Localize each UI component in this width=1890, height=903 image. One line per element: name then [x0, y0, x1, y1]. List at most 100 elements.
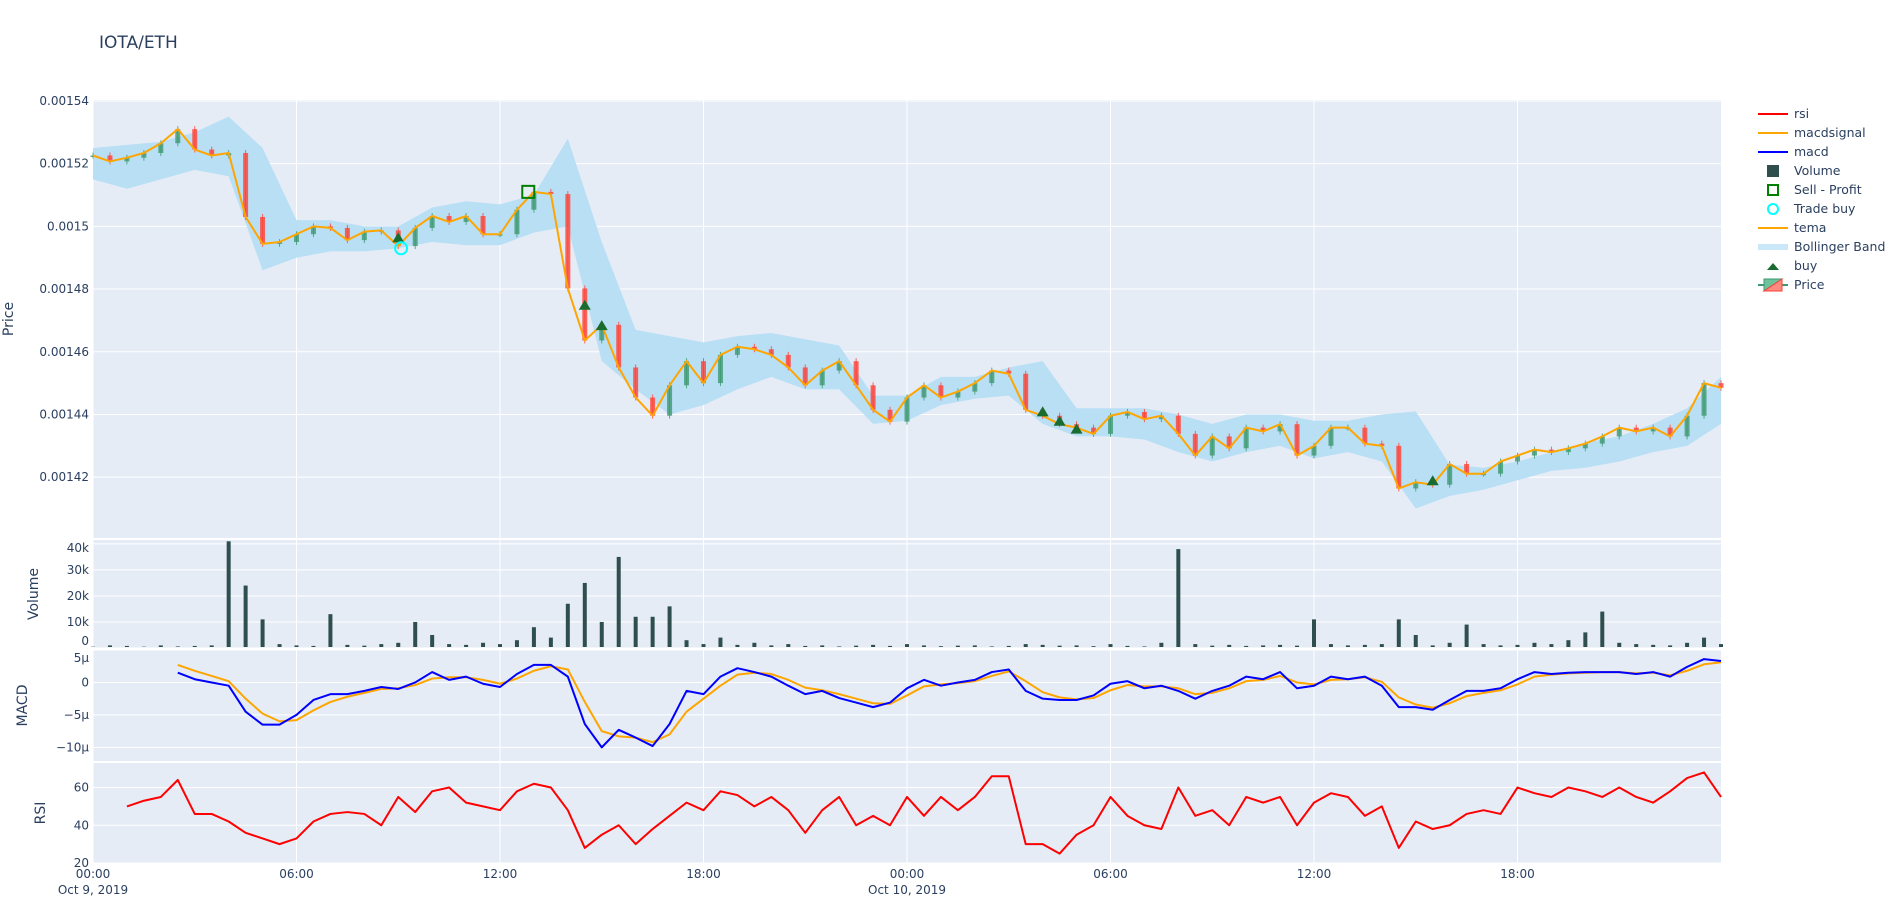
volume-bar	[1261, 645, 1266, 647]
axis-title-volume: Volume	[26, 568, 42, 620]
candle	[480, 216, 486, 235]
legend-label: Bollinger Band	[1794, 239, 1886, 254]
volume-bar	[498, 644, 502, 647]
candle	[260, 216, 266, 244]
candle	[717, 354, 723, 384]
candle	[785, 354, 791, 368]
volume-bar	[871, 644, 876, 647]
volume-bar	[1040, 644, 1045, 647]
candle	[192, 129, 198, 150]
legend-triangle-icon	[1767, 262, 1779, 270]
volume-bar	[1074, 645, 1079, 647]
candle	[616, 324, 622, 368]
candle	[446, 216, 452, 222]
volume-bar	[1227, 644, 1232, 647]
x-tick-label: 18:00	[686, 867, 721, 881]
candle	[582, 288, 588, 341]
volume-bar	[1006, 645, 1011, 647]
sell-profit-marker	[521, 184, 536, 199]
candle	[158, 143, 164, 153]
volume-bar	[1413, 634, 1418, 647]
volume-bar	[1193, 644, 1198, 647]
buy-marker	[578, 299, 591, 310]
legend-item[interactable]: Bollinger Band	[1756, 237, 1885, 256]
candle	[565, 194, 571, 289]
candle	[1226, 436, 1232, 449]
volume-bar	[667, 606, 672, 647]
legend-square-open-icon	[1767, 183, 1779, 196]
candle	[1277, 424, 1283, 432]
candle	[1667, 427, 1673, 437]
volume-bar	[1566, 640, 1571, 647]
candle	[667, 385, 673, 416]
volume-bar	[464, 644, 469, 647]
candle	[175, 129, 181, 144]
volume-bar	[633, 616, 638, 647]
legend-item[interactable]: Price	[1756, 275, 1885, 294]
volume-bar	[192, 645, 197, 647]
volume-bar	[294, 645, 299, 647]
volume-bar	[1634, 644, 1639, 647]
volume-bar	[803, 645, 808, 647]
x-tick-sublabel: Oct 9, 2019	[58, 883, 128, 897]
candle	[836, 361, 842, 371]
volume-bar	[277, 644, 282, 647]
candle	[1141, 411, 1147, 420]
volume-bar	[837, 646, 842, 647]
candle	[684, 361, 690, 386]
volume-bar	[328, 614, 333, 647]
legend-band-icon	[1758, 243, 1788, 250]
legend-item[interactable]: rsi	[1756, 104, 1885, 123]
volume-bar	[1583, 632, 1588, 647]
candle	[633, 367, 639, 398]
volume-bar	[1244, 645, 1249, 647]
volume-bar	[243, 585, 248, 647]
candle	[1633, 427, 1639, 432]
candle	[141, 152, 147, 158]
candle	[734, 346, 740, 355]
legend-label: macd	[1794, 144, 1829, 159]
y-tick-label: 0.00148	[39, 282, 89, 296]
legend-item[interactable]: buy	[1756, 256, 1885, 275]
volume-bar	[1159, 642, 1164, 647]
volume-bar	[921, 645, 926, 647]
macd-line	[177, 658, 1722, 749]
volume-bar	[701, 644, 706, 647]
legend-item[interactable]: macd	[1756, 142, 1885, 161]
candle	[989, 370, 995, 384]
candle	[1684, 415, 1690, 437]
legend-item[interactable]: tema	[1756, 218, 1885, 237]
x-tick-label: 18:00	[1500, 867, 1535, 881]
volume-bar	[1379, 644, 1384, 647]
volume-bar	[1600, 611, 1605, 647]
legend-item[interactable]: Sell - Profit	[1756, 180, 1885, 199]
legend-label: Trade buy	[1794, 201, 1856, 216]
volume-bar	[989, 646, 994, 647]
volume-bar	[1668, 645, 1673, 647]
legend-label: tema	[1794, 220, 1827, 235]
y-tick-label: 20k	[67, 589, 89, 603]
volume-bar	[124, 645, 129, 647]
candle	[1616, 427, 1622, 437]
candle	[344, 227, 350, 241]
volume-bar	[1108, 644, 1113, 647]
candle	[1582, 443, 1588, 449]
volume-bar	[650, 616, 655, 647]
volume-bar	[1719, 644, 1723, 647]
legend-item[interactable]: Trade buy	[1756, 199, 1885, 218]
volume-bar	[718, 637, 723, 647]
candle	[1158, 415, 1164, 420]
candle	[1447, 464, 1453, 485]
candle	[972, 383, 978, 392]
volume-bar	[599, 621, 604, 647]
y-tick-label: 0.00142	[39, 470, 89, 484]
volume-bar	[1430, 645, 1435, 647]
legend-item[interactable]: Volume	[1756, 161, 1885, 180]
candle	[768, 349, 774, 355]
volume-bar	[1396, 619, 1401, 647]
legend-item[interactable]: macdsignal	[1756, 123, 1885, 142]
volume-bar	[1532, 642, 1537, 647]
candle	[1413, 482, 1419, 489]
volume-bar	[260, 619, 265, 647]
volume-bar	[820, 645, 825, 647]
